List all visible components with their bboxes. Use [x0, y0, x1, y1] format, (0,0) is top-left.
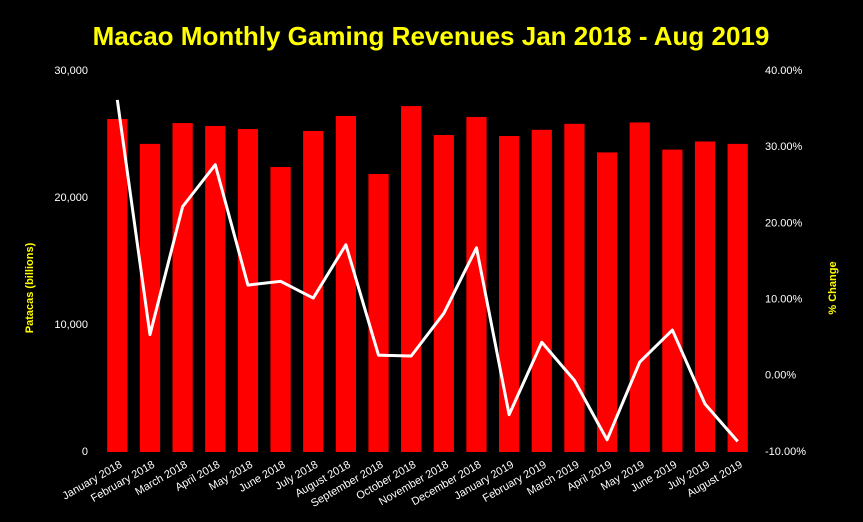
bar	[727, 143, 748, 452]
y-tick-label: 20,000	[54, 192, 88, 204]
y-tick-label: 0	[82, 446, 88, 458]
y-tick-label: 30,000	[54, 65, 88, 77]
bar	[401, 106, 422, 452]
bar	[564, 123, 585, 452]
y-tick-label: -10.00%	[765, 446, 806, 458]
bar	[531, 129, 552, 452]
bar	[107, 119, 128, 453]
line	[115, 99, 739, 443]
y-tick-label: 10.00%	[765, 294, 803, 306]
y-tick-label: 20.00%	[765, 217, 803, 229]
y-tick-label: 0.00%	[765, 370, 796, 382]
y-tick-label: 40.00%	[765, 65, 803, 77]
bar	[499, 136, 520, 453]
bar	[172, 123, 193, 452]
y2-axis-title: % Change	[827, 261, 839, 314]
bar	[662, 149, 683, 452]
bar	[433, 135, 454, 452]
bar	[368, 173, 389, 452]
bar	[270, 167, 291, 452]
chart-title: Macao Monthly Gaming Revenues Jan 2018 -…	[93, 21, 770, 51]
bar	[466, 116, 487, 452]
bar	[139, 143, 161, 452]
y-tick-label: 30.00%	[765, 141, 803, 153]
bar	[335, 115, 356, 452]
bar	[596, 152, 618, 453]
y-axis-title: Patacas (billions)	[24, 242, 36, 333]
bar	[629, 122, 650, 452]
bar	[205, 125, 226, 452]
bar	[303, 130, 324, 452]
bar	[694, 141, 716, 453]
y-tick-label: 10,000	[54, 319, 88, 331]
bar	[237, 129, 259, 452]
